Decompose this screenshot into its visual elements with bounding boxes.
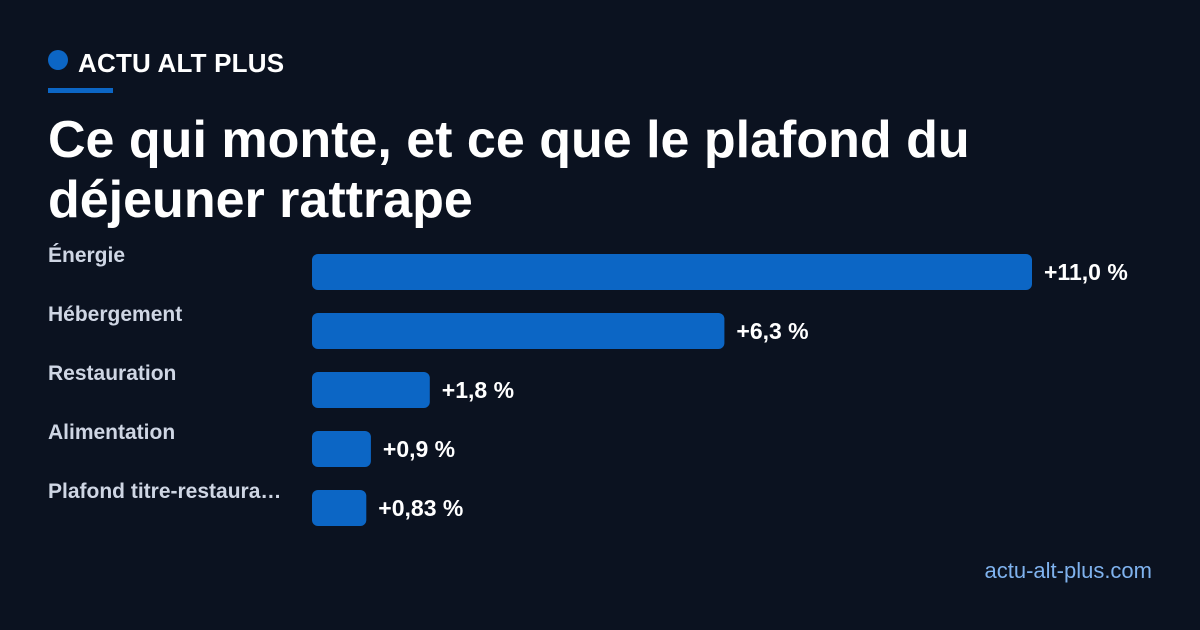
value-label: +0,9 % [383, 436, 455, 462]
bar [312, 490, 367, 526]
brand: ACTU ALT PLUS [48, 48, 284, 78]
category-label: Alimentation [48, 421, 175, 444]
category-label: Plafond titre-restaura… [48, 480, 281, 503]
brand-dot-icon [48, 50, 68, 70]
bar [312, 313, 725, 349]
bar [312, 372, 430, 408]
bar [312, 254, 1032, 290]
value-label: +11,0 % [1044, 259, 1128, 285]
brand-name: ACTU ALT PLUS [78, 48, 285, 78]
footer-url[interactable]: actu-alt-plus.com [984, 558, 1152, 583]
category-label: Restauration [48, 362, 176, 385]
page-title: Ce qui monte, et ce que le plafond du dé… [48, 111, 970, 229]
bar [312, 431, 371, 467]
value-label: +1,8 % [442, 377, 514, 403]
value-label: +0,83 % [378, 495, 463, 521]
category-label: Hébergement [48, 303, 182, 326]
category-label: Énergie [48, 244, 125, 267]
value-label: +6,3 % [736, 318, 808, 344]
brand-underline [48, 88, 113, 93]
